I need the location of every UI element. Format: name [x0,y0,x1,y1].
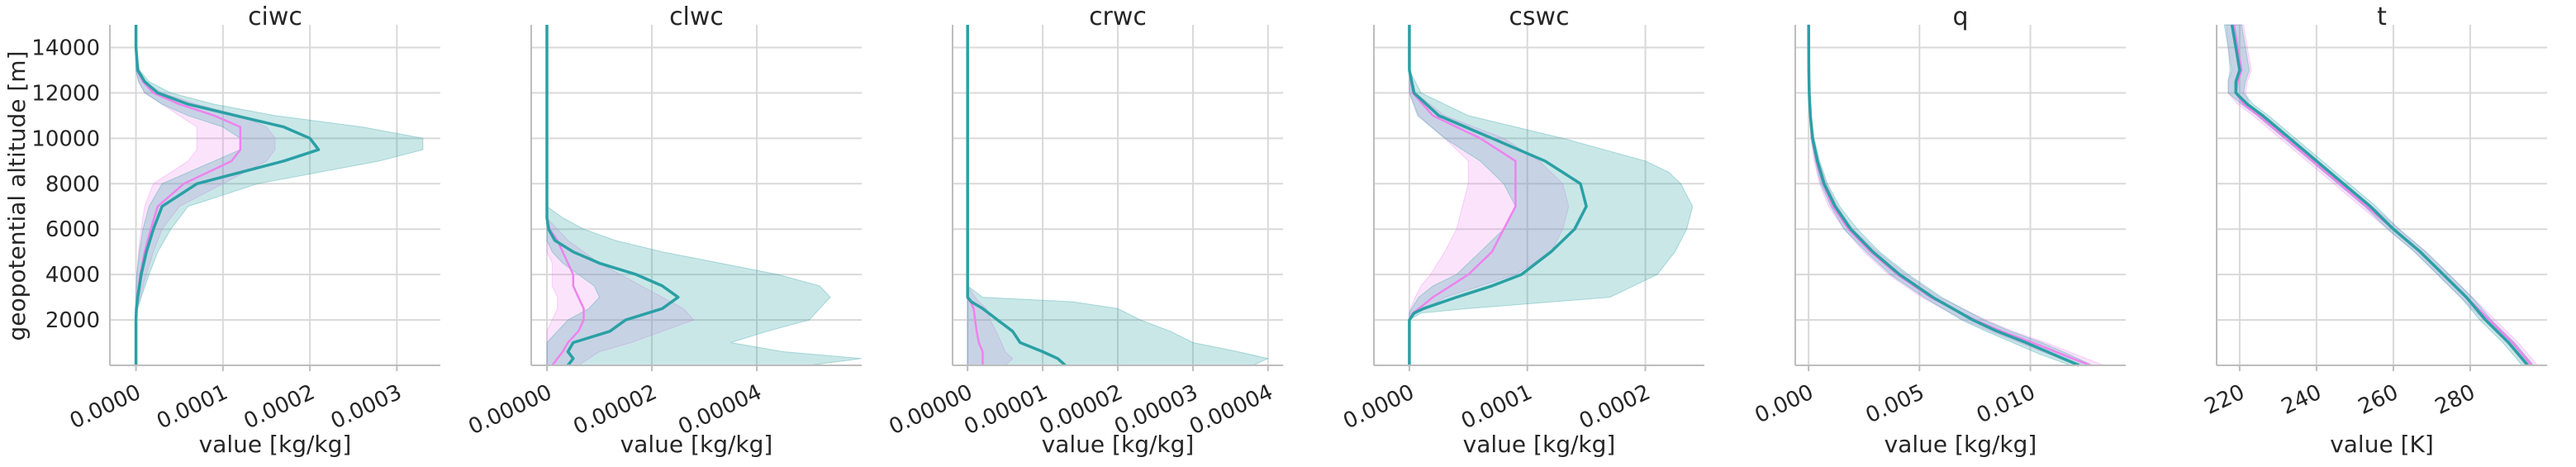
panel-title: crwc [1089,2,1147,31]
y-tick-label: 2000 [45,308,100,333]
x-tick-label: 0.0001 [153,380,231,435]
series-band [2226,24,2539,366]
panel-title: ciwc [248,2,302,31]
y-tick-label: 10000 [31,126,100,151]
x-tick-label: 0.010 [1973,380,2039,429]
x-tick-label: 0.00001 [961,380,1052,441]
y-tick-label: 4000 [45,263,100,288]
series-line [2230,24,2530,367]
x-tick-label: 260 [2355,380,2403,420]
panel-title: q [1952,2,1968,31]
x-axis-label: value [kg/kg] [1042,431,1195,458]
panel-title: cswc [1509,2,1569,31]
series-band [1808,24,2093,366]
series-line [1807,24,2080,367]
x-tick-label: 240 [2278,380,2326,420]
x-tick-label: 0.000 [1751,380,1818,429]
series-line [1408,25,1517,365]
series-band [546,25,863,366]
y-tick-label: 8000 [45,172,100,197]
x-tick-label: 0.00004 [1186,380,1276,441]
x-tick-label: 0.0002 [1576,380,1654,435]
series-band [2223,24,2535,366]
x-tick-label: 0.0002 [240,380,319,435]
x-tick-label: 280 [2431,380,2479,420]
panel-crwc: crwc0.000000.000010.000020.000030.00004v… [886,2,1283,458]
x-tick-label: 0.00000 [465,380,556,441]
series-line [1807,24,2091,367]
x-axis-label: value [kg/kg] [620,431,773,458]
y-tick-label: 12000 [31,81,100,106]
series-band [1409,25,1570,365]
x-tick-label: 0.0000 [1339,380,1418,435]
y-axis-label: geopotential altitude [m] [3,50,31,341]
series-line [966,25,1067,367]
series-band [1409,25,1694,365]
panel-title: clwc [669,2,724,31]
x-tick-label: 0.0001 [1457,380,1536,435]
x-axis-label: value [kg/kg] [1463,431,1616,458]
x-axis-label: value [kg/kg] [1884,431,2037,458]
series-line [545,25,680,367]
panel-t: t 220 240 260 280 value [K] [2201,2,2547,458]
x-tick-label: 0.0003 [327,380,406,435]
y-tick-label: 6000 [45,217,100,242]
series-band [135,25,276,365]
x-axis-label: value [K] [2330,431,2434,458]
series-line [134,25,321,365]
panel-title: t [2377,2,2387,31]
x-tick-label: 0.0000 [66,380,145,435]
x-tick-label: 0.00000 [886,380,977,441]
x-axis-label: value [kg/kg] [199,431,352,458]
series-line [1408,25,1588,365]
x-tick-label: 220 [2201,380,2249,420]
series-band [1808,24,2104,366]
x-tick-label: 0.005 [1862,380,1928,429]
y-tick-label: 14000 [31,36,100,60]
